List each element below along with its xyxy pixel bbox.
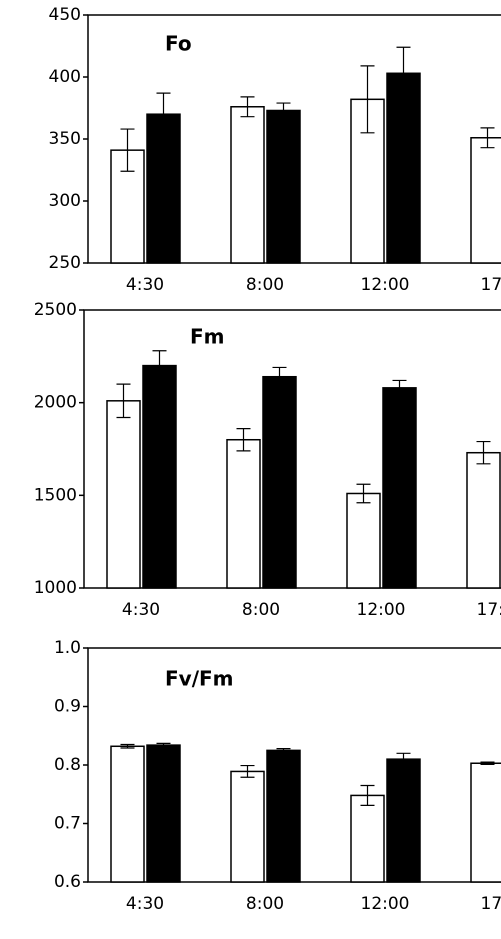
x-tick-label: 12:00 [357, 600, 406, 620]
bar [470, 762, 501, 883]
error-bar [392, 379, 407, 396]
error-bar [116, 383, 131, 419]
x-tick-label: 17:00 [477, 600, 501, 620]
error-bar [120, 128, 135, 172]
error-bar [396, 752, 411, 766]
y-tick-label: 0.6 [54, 872, 81, 892]
bar [262, 375, 297, 589]
bar [346, 492, 381, 589]
y-tick-label: 0.8 [54, 755, 81, 775]
x-tick-label: 8:00 [242, 600, 280, 620]
error-bar [120, 743, 135, 749]
y-tick-label: 300 [49, 191, 81, 211]
y-tick-label: 0.7 [54, 814, 81, 834]
x-tick-label: 17:00 [481, 275, 501, 295]
y-tick-label: 450 [49, 5, 81, 25]
y-tick-label: 350 [49, 129, 81, 149]
y-tick-label: 1500 [34, 485, 77, 505]
bar [110, 745, 145, 883]
bar [382, 387, 417, 589]
bar [142, 364, 177, 589]
error-bar [396, 46, 411, 100]
y-tick-label: 250 [49, 253, 81, 273]
error-bar [276, 748, 291, 753]
bar [106, 400, 141, 589]
bar [230, 770, 265, 883]
y-tick-label: 0.9 [54, 697, 81, 717]
error-bar [272, 366, 287, 387]
bar [466, 451, 501, 589]
error-bar [152, 350, 167, 382]
error-bar [156, 92, 171, 136]
chart-title: Fm [190, 325, 225, 349]
x-tick-label: 4:30 [126, 894, 164, 914]
x-tick-label: 8:00 [246, 275, 284, 295]
x-tick-label: 12:00 [361, 894, 410, 914]
chart-title: Fo [165, 32, 192, 56]
bar [350, 794, 385, 883]
error-bar [240, 764, 255, 778]
x-tick-label: 8:00 [246, 894, 284, 914]
bar [226, 438, 261, 589]
bar [470, 137, 501, 264]
x-tick-label: 4:30 [126, 275, 164, 295]
bar [386, 758, 421, 883]
error-bar [360, 784, 375, 806]
error-bar [476, 440, 491, 465]
y-tick-label: 2500 [34, 300, 77, 320]
bar [230, 106, 265, 264]
x-tick-label: 12:00 [361, 275, 410, 295]
error-bar [276, 102, 291, 119]
y-tick-label: 1000 [34, 578, 77, 598]
error-bar [236, 428, 251, 452]
y-tick-label: 2000 [34, 393, 77, 413]
error-bar [480, 127, 495, 149]
error-bar [156, 742, 171, 748]
error-bar [356, 483, 371, 504]
x-tick-label: 17:00 [481, 894, 501, 914]
error-bar [360, 65, 375, 134]
error-bar [240, 96, 255, 118]
chart-title: Fv/Fm [165, 667, 234, 691]
bar [266, 109, 301, 264]
bar [146, 744, 181, 883]
error-bar [480, 761, 495, 766]
bar [266, 749, 301, 883]
x-tick-label: 4:30 [122, 600, 160, 620]
bar [146, 113, 181, 264]
bar [386, 72, 421, 264]
y-tick-label: 400 [49, 67, 81, 87]
plot-frame [83, 309, 501, 589]
y-tick-label: 1.0 [54, 638, 81, 658]
